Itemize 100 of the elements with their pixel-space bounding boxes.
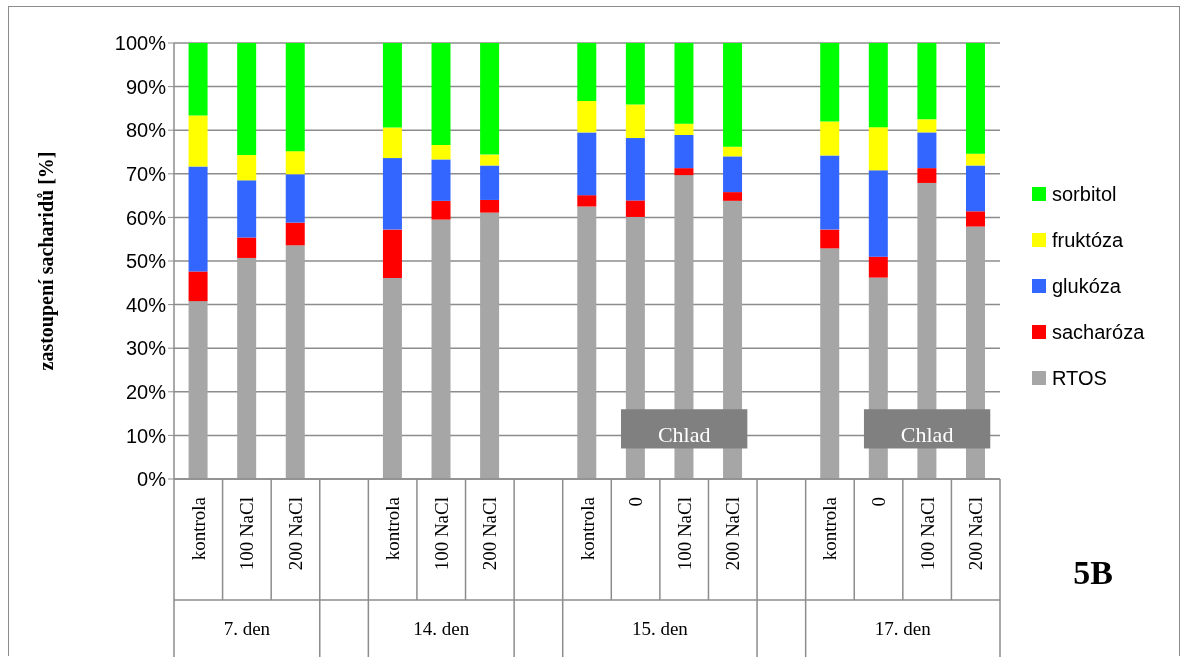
bar xyxy=(431,145,451,160)
x-tick-label: 100 NaCl xyxy=(673,497,695,571)
bar xyxy=(382,43,402,128)
bar xyxy=(237,257,257,479)
x-tick-label: 0 xyxy=(868,497,890,507)
legend-label: sacharóza xyxy=(1052,320,1145,344)
bar xyxy=(237,43,257,156)
bar xyxy=(285,174,305,223)
bar xyxy=(820,43,840,122)
text: 15. den xyxy=(631,618,689,639)
bar xyxy=(188,115,208,167)
bar xyxy=(285,43,305,152)
x-tick-label: 100 NaCl xyxy=(916,497,938,571)
y-tick-label: 80% xyxy=(125,119,167,142)
y-axis-title: zastoupení sacharidů [%] xyxy=(35,151,58,371)
bar xyxy=(577,132,597,196)
bar xyxy=(625,104,645,139)
bar xyxy=(480,165,500,200)
bar xyxy=(674,135,694,169)
x-tick-label: 0 xyxy=(625,497,647,507)
annotation: Chlad xyxy=(900,422,954,448)
bar xyxy=(965,43,985,154)
bar xyxy=(917,43,937,120)
legend-label: glukóza xyxy=(1052,274,1121,298)
bar xyxy=(480,154,500,166)
bar xyxy=(625,43,645,105)
bar xyxy=(188,166,208,272)
bar xyxy=(820,121,840,156)
bar xyxy=(820,229,840,249)
bar xyxy=(674,43,694,124)
bar xyxy=(480,199,500,213)
bar xyxy=(237,180,257,238)
bar xyxy=(723,156,743,193)
x-tick-label: 200 NaCl xyxy=(479,497,501,571)
bar xyxy=(431,43,451,146)
x-tick-label: kontrola xyxy=(576,496,598,561)
text: 17. den xyxy=(874,618,932,639)
y-tick-label: 60% xyxy=(125,206,167,229)
legend-label: fruktóza xyxy=(1052,228,1124,252)
bar xyxy=(820,248,840,479)
bar xyxy=(431,159,451,201)
x-tick-label: 200 NaCl xyxy=(722,497,744,571)
y-tick-label: 0% xyxy=(137,468,167,491)
bar xyxy=(868,256,888,278)
bar xyxy=(723,43,743,147)
legend-label: sorbitol xyxy=(1052,182,1117,206)
bar xyxy=(674,123,694,135)
x-tick-label: 200 NaCl xyxy=(965,497,987,571)
bar xyxy=(188,271,208,302)
bar xyxy=(723,192,743,201)
x-tick-label: kontrola xyxy=(187,496,209,561)
bar xyxy=(868,43,888,128)
y-tick-label: 20% xyxy=(125,380,167,403)
bar xyxy=(188,43,208,116)
bar xyxy=(577,206,597,479)
bar xyxy=(285,245,305,479)
legend-label: RTOS xyxy=(1052,366,1107,390)
bar xyxy=(285,151,305,175)
bar xyxy=(577,43,597,101)
x-tick-label: kontrola xyxy=(382,496,404,561)
bar xyxy=(237,237,257,258)
text: 7. den xyxy=(223,618,271,639)
bar xyxy=(577,195,597,207)
text: 5B xyxy=(1073,554,1113,591)
bar xyxy=(625,138,645,201)
bar xyxy=(431,200,451,220)
x-tick-label: 200 NaCl xyxy=(284,497,306,571)
bar xyxy=(382,158,402,230)
bar xyxy=(868,170,888,257)
bar xyxy=(382,229,402,278)
bar xyxy=(917,119,937,133)
bar xyxy=(480,212,500,479)
y-tick-label: 70% xyxy=(125,162,167,185)
text: 14. den xyxy=(413,618,470,639)
bar xyxy=(965,211,985,227)
bar xyxy=(917,168,937,183)
x-tick-label: 100 NaCl xyxy=(236,497,258,571)
y-tick-label: 90% xyxy=(125,75,167,98)
x-tick-label: 100 NaCl xyxy=(430,497,452,571)
bar xyxy=(382,278,402,479)
bar xyxy=(188,301,208,479)
annotation: Chlad xyxy=(657,422,711,448)
bar xyxy=(965,165,985,212)
bar xyxy=(917,132,937,169)
y-tick-label: 40% xyxy=(125,293,167,316)
bar xyxy=(674,168,694,176)
bar xyxy=(382,127,402,159)
bar xyxy=(431,219,451,479)
x-tick-label: kontrola xyxy=(819,496,841,561)
y-tick-label: 100% xyxy=(114,32,167,55)
bar xyxy=(577,100,597,133)
bar xyxy=(820,155,840,230)
bar xyxy=(285,222,305,246)
y-tick-label: 50% xyxy=(125,250,167,273)
bar xyxy=(237,155,257,181)
y-tick-label: 30% xyxy=(125,337,167,360)
bar xyxy=(480,43,500,155)
bar xyxy=(625,200,645,217)
bar xyxy=(723,146,743,157)
bar xyxy=(965,153,985,166)
